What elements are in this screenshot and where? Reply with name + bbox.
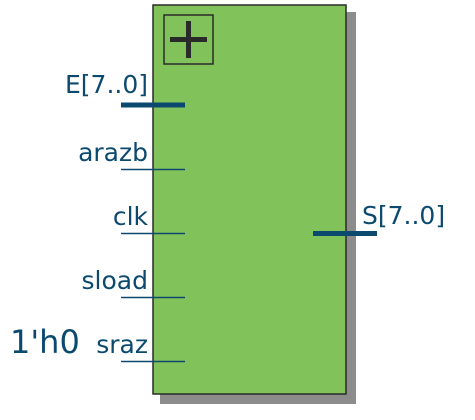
input-pin-sload[interactable]: sload [82,266,185,299]
input-label-sload: sload [82,266,148,295]
input-label-e: E[7..0] [65,70,148,99]
input-label-sraz: sraz [96,330,148,359]
input-pin-e[interactable]: E[7..0] [65,70,185,108]
block-body[interactable] [152,4,347,395]
output-label-s: S[7..0] [362,201,445,230]
input-pin-arazb[interactable]: arazb [78,138,185,171]
input-label-clk: clk [113,202,149,231]
plus-icon [163,14,214,65]
input-pin-clk[interactable]: clk [113,202,185,235]
input-label-arazb: arazb [78,138,148,167]
input-pin-sraz[interactable]: sraz 1'h0 [10,323,185,363]
constant-value-sraz: 1'h0 [10,323,80,361]
output-pin-s[interactable]: S[7..0] [313,201,445,236]
